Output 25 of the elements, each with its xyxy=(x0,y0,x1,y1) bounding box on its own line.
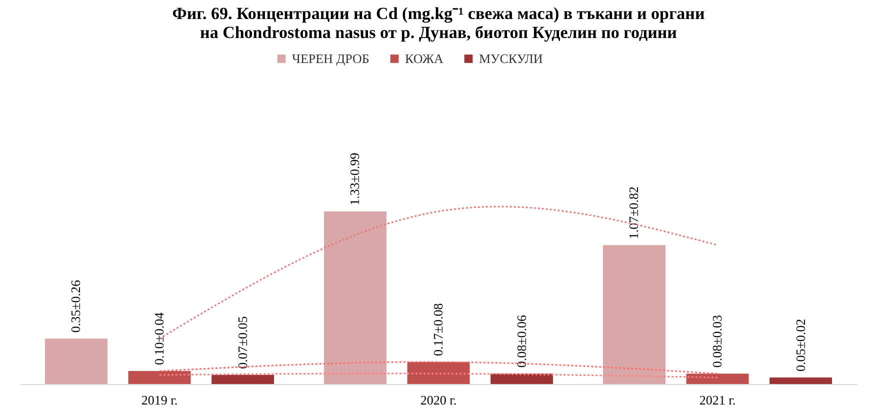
data-label: 0.05±0.02 xyxy=(792,318,808,372)
bar xyxy=(686,374,749,384)
data-label: 0.10±0.04 xyxy=(152,312,166,366)
data-label: 0.17±0.08 xyxy=(430,303,446,356)
bar xyxy=(602,245,666,384)
bar xyxy=(770,378,832,384)
x-tick-label: 2020 г. xyxy=(420,392,457,408)
chart-title: Фиг. 69. Концентрации на Cd (mg.kg⁻¹ свежа маса) в тъкани и органи на Chondrostoma nasus от р. Дунав, биотоп Куделин по години xyxy=(172,4,705,42)
data-label: 0.35±0.26 xyxy=(68,279,84,333)
bar xyxy=(407,362,470,384)
x-tick-label: 2021 г. xyxy=(699,392,736,408)
data-label: 0.08±0.06 xyxy=(514,314,529,368)
data-label: 0.08±0.03 xyxy=(710,314,724,368)
bar xyxy=(212,374,274,384)
x-tick-label: 2019 г. xyxy=(141,392,178,408)
bar xyxy=(128,371,191,384)
data-label: 1.33±0.99 xyxy=(347,152,362,206)
data-label: 1.07±0.82 xyxy=(626,186,642,240)
legend-label: ЧЕРЕН ДРОБ xyxy=(292,50,370,66)
bar xyxy=(44,338,108,384)
legend-label: МУСКУЛИ xyxy=(479,50,543,66)
data-label: 0.07±0.05 xyxy=(234,316,250,369)
legend-label: КОЖА xyxy=(405,50,444,66)
bar xyxy=(490,374,554,384)
bar xyxy=(324,211,386,384)
